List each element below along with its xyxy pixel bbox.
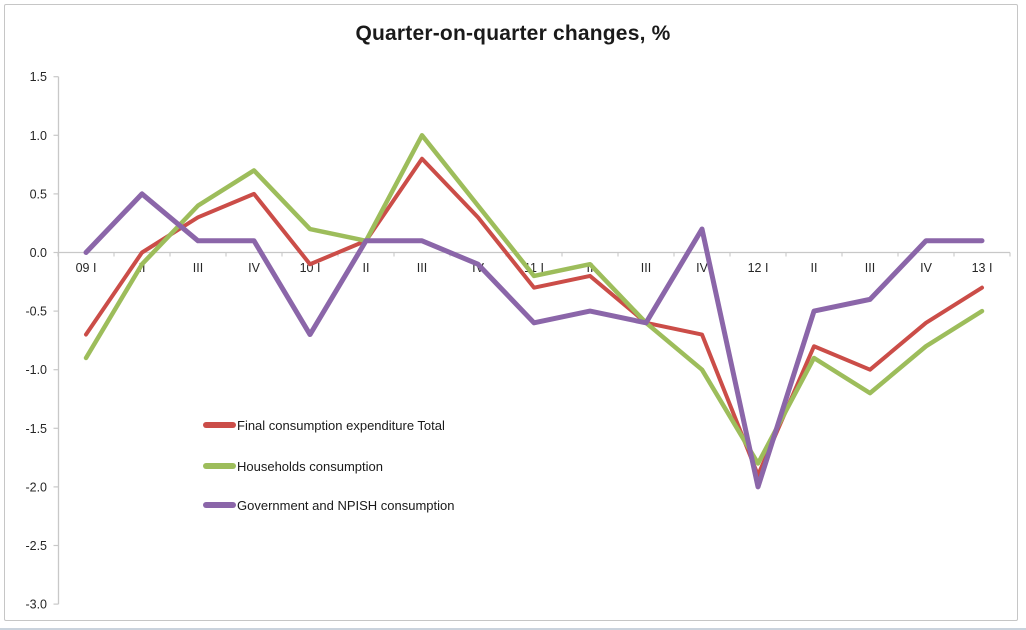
legend-item-total: Final consumption expenditure Total: [203, 417, 445, 433]
x-axis-category-label: 12 I: [748, 261, 769, 275]
y-axis-tick-label: -2.5: [25, 539, 47, 553]
x-axis-category-label: 13 I: [972, 261, 993, 275]
x-axis-category-label: III: [865, 261, 875, 275]
x-axis-category-label: 09 I: [76, 261, 97, 275]
y-axis-tick-label: 0.0: [30, 246, 47, 260]
x-axis-category-label: 10 I: [300, 261, 321, 275]
x-axis-category-label: IV: [920, 261, 932, 275]
y-axis-tick-label: -0.5: [25, 305, 47, 319]
x-axis-category-label: IV: [248, 261, 260, 275]
window-bottom-edge: [0, 628, 1026, 630]
x-axis-category-label: III: [641, 261, 651, 275]
series-line-households: [83, 133, 985, 466]
x-axis-category-label: II: [811, 261, 818, 275]
x-axis-category-label: IV: [696, 261, 708, 275]
legend-swatch-government-icon: [203, 502, 236, 508]
legend-item-government: Government and NPISH consumption: [203, 497, 455, 513]
y-axis-tick-label: -2.0: [25, 480, 47, 494]
series-line-government: [83, 191, 985, 490]
legend-item-households: Households consumption: [203, 458, 383, 474]
y-axis-tick-label: -1.0: [25, 363, 47, 377]
legend-swatch-total-icon: [203, 422, 236, 428]
legend-label-government: Government and NPISH consumption: [237, 497, 455, 513]
chart-title: Quarter-on-quarter changes, %: [355, 22, 671, 45]
y-axis-tick-label: 1.5: [30, 70, 47, 84]
x-axis-category-label: III: [417, 261, 427, 275]
y-axis-tick-label: 1.0: [30, 129, 47, 143]
x-axis-category-label: III: [193, 261, 203, 275]
x-axis-category-label: II: [587, 261, 594, 275]
y-axis-tick-label: 0.5: [30, 187, 47, 201]
chart-border: [4, 4, 1018, 621]
series-line-total: [84, 156, 984, 478]
x-axis-category-label: II: [363, 261, 370, 275]
legend-label-total: Final consumption expenditure Total: [237, 417, 445, 433]
legend-swatch-households-icon: [203, 463, 236, 469]
legend-label-households: Households consumption: [237, 458, 383, 474]
y-axis-tick-label: -3.0: [25, 598, 47, 612]
y-axis-tick-label: -1.5: [25, 422, 47, 436]
